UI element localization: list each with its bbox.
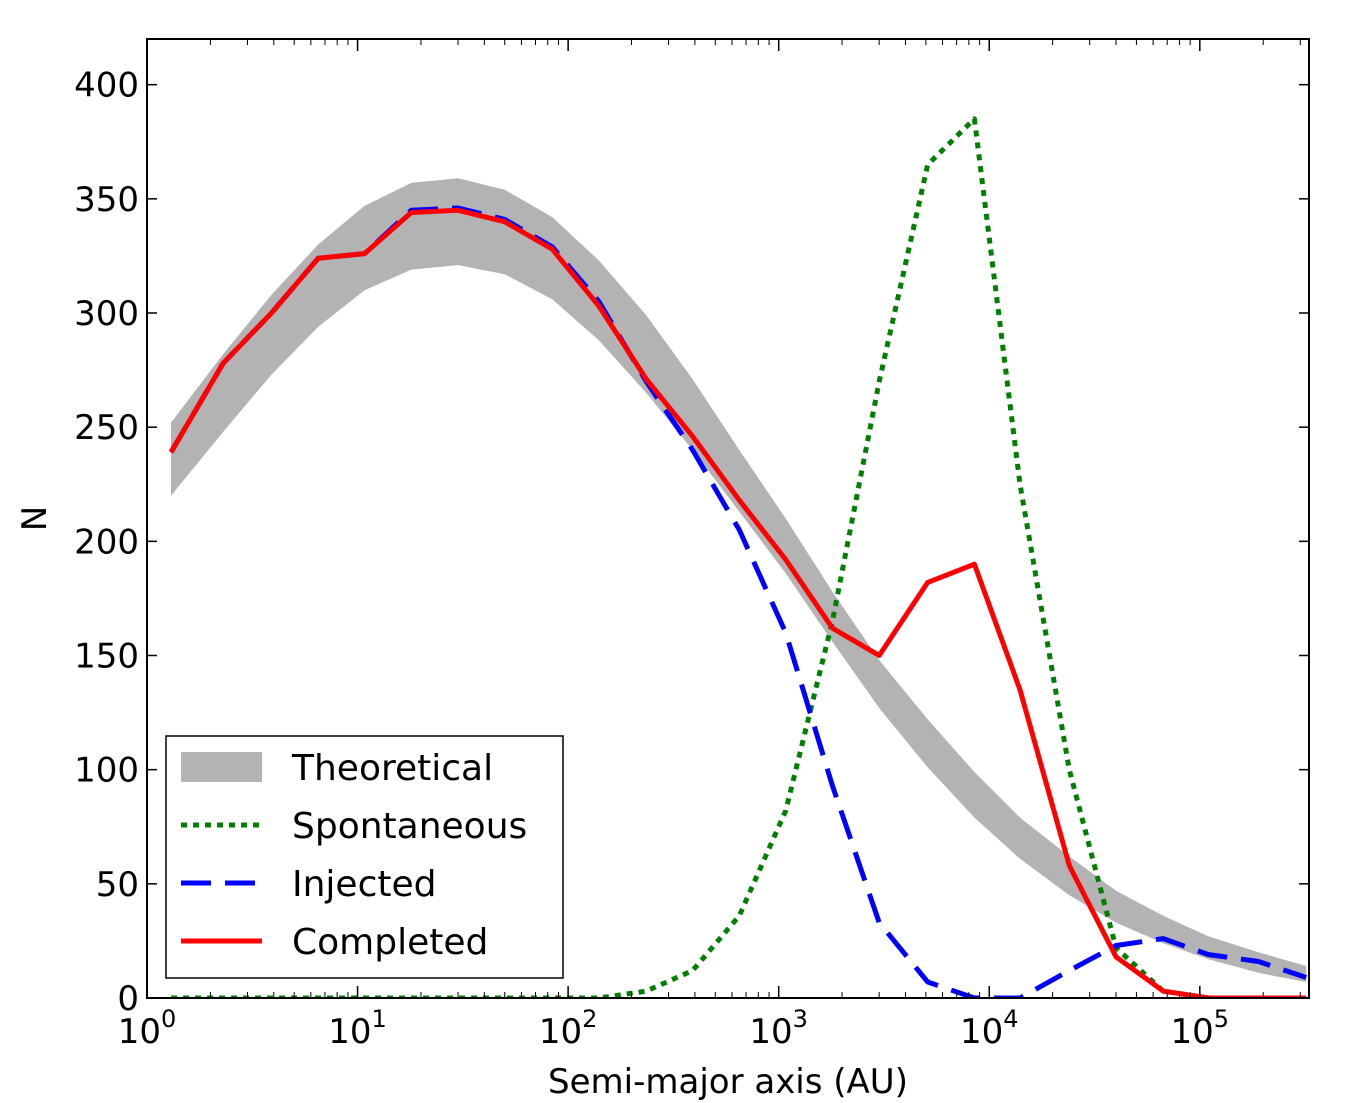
y-tick-label: 50: [96, 865, 139, 905]
plot-area: [168, 116, 1307, 998]
x-axis-label: Semi-major axis (AU): [548, 1062, 908, 1102]
legend-label-spontaneous: Spontaneous: [292, 806, 527, 847]
plot-frame: [146, 38, 1310, 999]
series-line-completed: [168, 207, 1307, 998]
y-tick-label: 100: [74, 751, 139, 791]
legend-label-injected: Injected: [292, 864, 437, 905]
legend: Theoretical Spontaneous Injected Completed: [165, 735, 564, 979]
x-tick-label: 103: [749, 1005, 808, 1052]
legend-swatch-theoretical: [181, 752, 262, 782]
x-tick-label: 102: [539, 1005, 598, 1052]
y-axis-label: N: [15, 506, 55, 531]
x-tick-label: 105: [1171, 1005, 1230, 1052]
x-tick-label: 104: [960, 1005, 1019, 1052]
y-tick-label: 250: [74, 408, 139, 448]
y-tick-label: 150: [74, 637, 139, 677]
x-tick-label: 100: [118, 1005, 177, 1052]
y-axis: 0 50 100 150 200 250 300 350 400: [74, 66, 1309, 1019]
y-tick-label: 0: [117, 979, 139, 1019]
legend-label-theoretical: Theoretical: [291, 748, 493, 789]
legend-label-completed: Completed: [292, 922, 488, 963]
y-tick-label: 350: [74, 180, 139, 220]
y-tick-label: 200: [74, 522, 139, 562]
x-axis: 100 101 102 103 104 105: [118, 39, 1301, 1052]
x-tick-label: 101: [328, 1005, 387, 1052]
y-tick-label: 400: [74, 66, 139, 106]
y-tick-label: 300: [74, 294, 139, 334]
